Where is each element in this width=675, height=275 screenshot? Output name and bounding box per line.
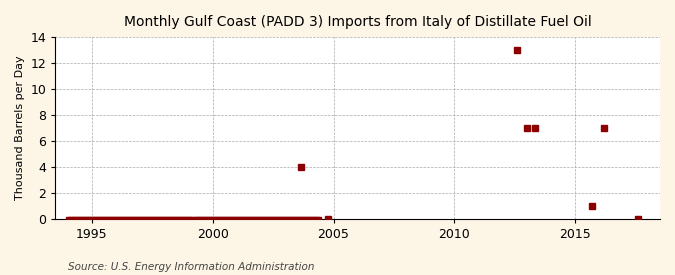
Title: Monthly Gulf Coast (PADD 3) Imports from Italy of Distillate Fuel Oil: Monthly Gulf Coast (PADD 3) Imports from… — [124, 15, 591, 29]
Y-axis label: Thousand Barrels per Day: Thousand Barrels per Day — [15, 56, 25, 200]
Text: Source: U.S. Energy Information Administration: Source: U.S. Energy Information Administ… — [68, 262, 314, 272]
